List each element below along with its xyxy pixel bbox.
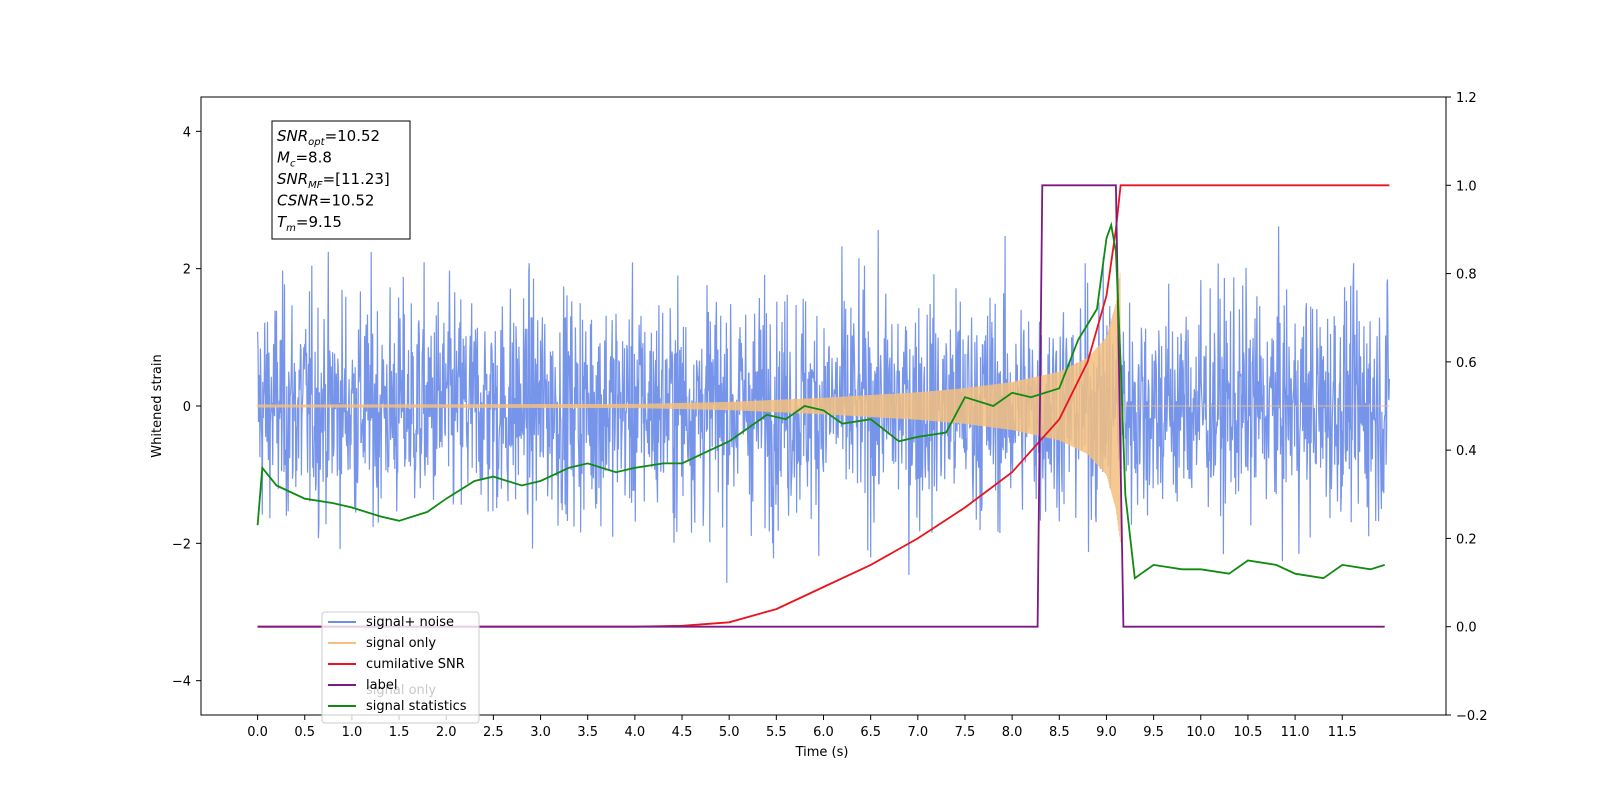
x-tick-label: 8.0 xyxy=(1002,725,1023,740)
x-tick-label: 4.0 xyxy=(625,725,646,740)
y-axis-label: Whitened strain xyxy=(150,354,165,457)
series-label xyxy=(257,184,1385,628)
x-tick-label: 3.0 xyxy=(530,725,551,740)
legend-entry: signal only xyxy=(366,636,436,651)
annotation-line: CSNR=10.52 xyxy=(277,192,374,210)
y-tick-label: −2 xyxy=(172,537,191,552)
y-tick-label: −4 xyxy=(172,675,191,690)
x-axis-label: Time (s) xyxy=(795,745,849,760)
series-signal-noise xyxy=(257,226,1390,583)
x-tick-label: 1.5 xyxy=(389,725,410,740)
x-tick-label: 9.5 xyxy=(1143,725,1164,740)
x-tick-label: 1.0 xyxy=(342,725,363,740)
x-tick-label: 9.0 xyxy=(1096,725,1117,740)
legend-entry: label xyxy=(366,678,397,693)
x-tick-label: 11.0 xyxy=(1281,725,1310,740)
y2-tick-label: −0.2 xyxy=(1456,709,1488,724)
y-tick-label: 2 xyxy=(183,263,191,278)
x-tick-label: 6.5 xyxy=(860,725,881,740)
y-axis-left: 4 2 0 −2 −4 xyxy=(172,125,201,690)
annotation-line: Tm=9.15 xyxy=(277,213,342,234)
legend: signal only signal+ noise signal only cumi… xyxy=(321,611,480,724)
x-tick-label: 3.5 xyxy=(577,725,598,740)
x-axis: 0.0 0.5 1.0 1.5 2.0 2.5 3.0 3.5 4.0 4.5 5.0 5.5 6.0 6… xyxy=(247,715,1357,740)
series-signal-statistics xyxy=(256,221,1385,580)
x-tick-label: 2.0 xyxy=(436,725,457,740)
y2-tick-label: 0.4 xyxy=(1456,444,1477,459)
x-tick-label: 10.5 xyxy=(1233,725,1262,740)
y-axis-right: 1.2 1.0 0.8 0.6 0.4 0.2 0.0 −0.2 xyxy=(1446,91,1488,724)
series-cumulative-snr xyxy=(257,184,1390,628)
annotation-line: Mc=8.8 xyxy=(277,149,332,170)
x-tick-label: 6.0 xyxy=(813,725,834,740)
y-tick-label: 0 xyxy=(183,400,191,415)
legend-entry: cumilative SNR xyxy=(366,657,465,672)
x-tick-label: 0.5 xyxy=(294,725,315,740)
x-tick-label: 2.5 xyxy=(483,725,504,740)
y2-tick-label: 0.2 xyxy=(1456,532,1477,547)
series-layer xyxy=(256,184,1390,628)
legend-entry: signal statistics xyxy=(366,699,467,714)
series-signal-only xyxy=(257,272,1390,542)
x-tick-label: 5.5 xyxy=(766,725,787,740)
x-tick-label: 7.5 xyxy=(955,725,976,740)
x-tick-label: 11.5 xyxy=(1328,725,1357,740)
legend-entry: signal+ noise xyxy=(366,615,454,630)
x-tick-label: 8.5 xyxy=(1049,725,1070,740)
y-tick-label: 4 xyxy=(183,125,191,140)
annotation-box: SNRopt=10.52Mc=8.8SNRMF=[11.23]CSNR=10.5… xyxy=(271,120,411,240)
annotation-line: SNRMF=[11.23] xyxy=(277,170,390,191)
y2-tick-label: 0.8 xyxy=(1456,268,1477,283)
x-tick-label: 4.5 xyxy=(672,725,693,740)
x-tick-label: 7.0 xyxy=(907,725,928,740)
y2-tick-label: 0.6 xyxy=(1456,356,1477,371)
annotation-line: SNRopt=10.52 xyxy=(277,127,380,148)
legend-ghost-text: signal only xyxy=(366,683,436,698)
x-tick-label: 10.0 xyxy=(1186,725,1215,740)
x-tick-label: 0.0 xyxy=(247,725,268,740)
y2-tick-label: 1.2 xyxy=(1456,91,1477,106)
x-tick-label: 5.0 xyxy=(719,725,740,740)
y2-tick-label: 0.0 xyxy=(1456,621,1477,636)
y2-tick-label: 1.0 xyxy=(1456,179,1477,194)
